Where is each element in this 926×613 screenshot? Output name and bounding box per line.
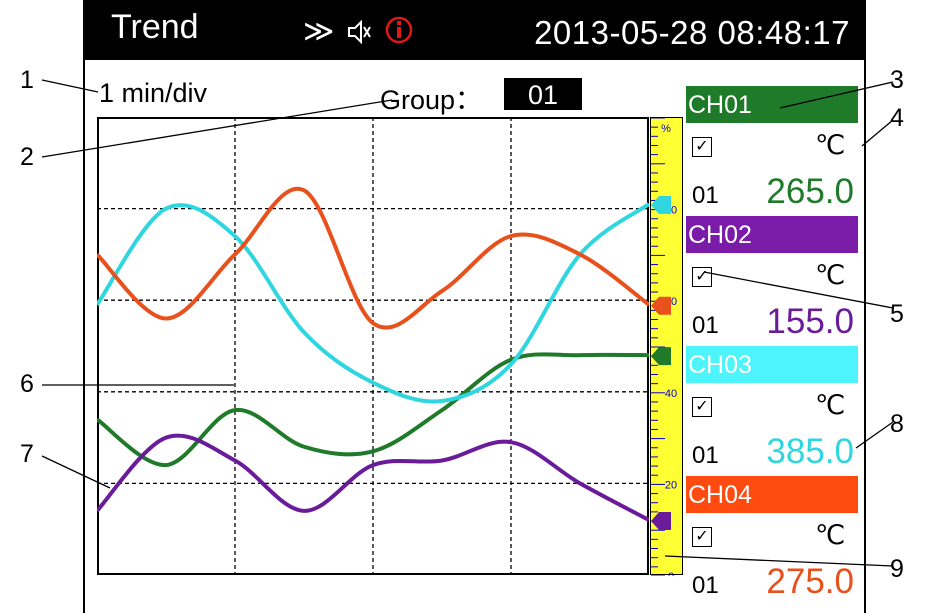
title-bar: Trend ≫ 2013-05-28 08:48:17 — [83, 0, 866, 60]
callout-number: 2 — [20, 143, 34, 171]
trend-chart — [97, 117, 649, 575]
channel-checkbox[interactable]: ✓ — [692, 267, 712, 287]
callout-number: 4 — [890, 104, 904, 132]
percent-scale: %806040200 — [650, 117, 683, 576]
channel-checkbox[interactable]: ✓ — [692, 397, 712, 417]
channel-value: 155.0 — [766, 302, 854, 341]
series-line-ch03 — [97, 202, 649, 404]
fast-forward-icon[interactable]: ≫ — [303, 15, 335, 48]
channel-header-ch01[interactable]: CH01 — [686, 86, 858, 123]
series-line-ch01 — [97, 352, 649, 468]
channel-value: 385.0 — [766, 432, 854, 471]
channel-index: 01 — [692, 572, 719, 599]
callout-number: 1 — [20, 66, 34, 94]
channel-header-ch02[interactable]: CH02 — [686, 216, 858, 253]
channel-marker-ch03 — [651, 196, 671, 215]
datetime-readout: 2013-05-28 08:48:17 — [534, 14, 850, 51]
callout-line — [861, 119, 894, 147]
channel-value: 265.0 — [766, 172, 854, 211]
channel-marker-ch02 — [651, 512, 671, 531]
series-line-ch02 — [97, 433, 649, 522]
channel-index: 01 — [692, 442, 719, 469]
channel-unit: ℃ — [815, 260, 846, 290]
channel-checkbox[interactable]: ✓ — [692, 527, 712, 547]
speaker-mute-icon[interactable] — [346, 18, 372, 46]
channel-marker-ch04 — [651, 296, 671, 315]
scale-tick-label: 0 — [668, 571, 674, 576]
series-line-ch04 — [97, 186, 649, 330]
group-selector[interactable]: 01 — [504, 78, 582, 110]
channel-value: 275.0 — [766, 562, 854, 601]
callout-number: 8 — [890, 410, 904, 438]
callout-number: 5 — [890, 300, 904, 328]
scale-tick-label: 20 — [665, 479, 677, 491]
group-label: Group： — [380, 85, 483, 115]
alarm-info-icon[interactable] — [385, 16, 413, 44]
timebase-readout: 1 min/div — [99, 78, 208, 108]
callout-number: 7 — [20, 440, 34, 468]
channel-header-ch03[interactable]: CH03 — [686, 346, 858, 383]
channel-checkbox[interactable]: ✓ — [692, 137, 712, 157]
channel-unit: ℃ — [815, 130, 846, 160]
grid-lines — [97, 117, 649, 575]
callout-number: 6 — [20, 370, 34, 398]
scale-tick-label: 40 — [665, 388, 677, 400]
channel-header-ch04[interactable]: CH04 — [686, 476, 858, 513]
channel-unit: ℃ — [815, 520, 846, 550]
screen-title: Trend — [111, 8, 199, 46]
scale-unit-label: % — [661, 123, 671, 135]
channel-index: 01 — [692, 182, 719, 209]
channel-index: 01 — [692, 312, 719, 339]
channel-marker-ch01 — [651, 347, 671, 366]
callout-number: 3 — [890, 66, 904, 94]
channel-unit: ℃ — [815, 390, 846, 420]
callout-number: 9 — [890, 555, 904, 583]
